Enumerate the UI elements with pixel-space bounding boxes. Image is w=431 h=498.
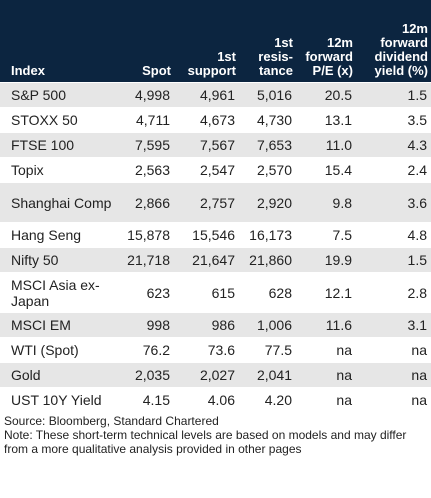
cell-spot: 623 xyxy=(121,272,174,313)
cell-first-support: 2,547 xyxy=(174,157,239,183)
table-footer: Source: Bloomberg, Standard Chartered No… xyxy=(0,412,431,456)
cell-spot: 998 xyxy=(121,312,174,338)
cell-first-support: 2,757 xyxy=(174,182,239,223)
cell-first-resistance: 16,173 xyxy=(239,222,296,248)
cell-forward-pe: 19.9 xyxy=(296,247,356,273)
cell-forward-dividend-yield: 2.4 xyxy=(356,157,431,183)
cell-index: FTSE 100 xyxy=(0,132,121,158)
cell-forward-pe: na xyxy=(296,387,356,412)
table-body: S&P 500 4,998 4,961 5,016 20.5 1.5 STOXX 50 4,7… xyxy=(0,82,431,412)
cell-index: UST 10Y Yield xyxy=(0,387,121,412)
table-row: Nifty 50 21,718 21,647 21,860 19.9 1.5 xyxy=(0,247,431,273)
cell-first-support: 73.6 xyxy=(174,337,239,363)
market-levels-table: Index Spot 1st support 1st resis-tance 1… xyxy=(0,0,431,412)
header-index: Index xyxy=(11,63,45,78)
cell-first-resistance: 77.5 xyxy=(239,337,296,363)
cell-spot: 2,563 xyxy=(121,157,174,183)
cell-first-support: 21,647 xyxy=(174,247,239,273)
cell-index: Gold xyxy=(0,362,121,388)
header-forward-pe: 12m forward P/E (x) xyxy=(305,35,353,78)
cell-first-support: 615 xyxy=(174,272,239,313)
cell-forward-pe: 12.1 xyxy=(296,272,356,313)
cell-index: WTI (Spot) xyxy=(0,337,121,363)
cell-forward-pe: na xyxy=(296,362,356,388)
cell-spot: 2,866 xyxy=(121,182,174,223)
cell-first-resistance: 7,653 xyxy=(239,132,296,158)
cell-forward-dividend-yield: na xyxy=(356,387,431,412)
table-row: MSCI EM 998 986 1,006 11.6 3.1 xyxy=(0,312,431,338)
table-row: Gold 2,035 2,027 2,041 na na xyxy=(0,362,431,388)
cell-first-resistance: 2,570 xyxy=(239,157,296,183)
cell-forward-pe: 15.4 xyxy=(296,157,356,183)
table-header-row: Index Spot 1st support 1st resis-tance 1… xyxy=(0,0,431,83)
cell-forward-dividend-yield: 3.5 xyxy=(356,107,431,133)
table-row: Hang Seng 15,878 15,546 16,173 7.5 4.8 xyxy=(0,222,431,248)
cell-first-resistance: 21,860 xyxy=(239,247,296,273)
cell-forward-pe: 11.6 xyxy=(296,312,356,338)
cell-index: Nifty 50 xyxy=(0,247,121,273)
table-row: Topix 2,563 2,547 2,570 15.4 2.4 xyxy=(0,157,431,183)
cell-spot: 2,035 xyxy=(121,362,174,388)
cell-spot: 15,878 xyxy=(121,222,174,248)
cell-first-support: 7,567 xyxy=(174,132,239,158)
cell-first-support: 15,546 xyxy=(174,222,239,248)
cell-index: Shanghai Comp xyxy=(0,182,121,223)
cell-first-resistance: 4.20 xyxy=(239,387,296,412)
cell-index: Topix xyxy=(0,157,121,183)
cell-index: MSCI EM xyxy=(0,312,121,338)
cell-forward-pe: na xyxy=(296,337,356,363)
cell-forward-pe: 11.0 xyxy=(296,132,356,158)
cell-forward-dividend-yield: 3.1 xyxy=(356,312,431,338)
cell-first-support: 2,027 xyxy=(174,362,239,388)
cell-forward-dividend-yield: 2.8 xyxy=(356,272,431,313)
cell-first-resistance: 1,006 xyxy=(239,312,296,338)
header-first-support: 1st support xyxy=(187,49,236,78)
cell-forward-pe: 13.1 xyxy=(296,107,356,133)
cell-forward-dividend-yield: 1.5 xyxy=(356,82,431,108)
cell-first-resistance: 2,041 xyxy=(239,362,296,388)
disclaimer-note: Note: These short-term technical levels … xyxy=(4,428,407,456)
header-first-resistance: 1st resis-tance xyxy=(258,35,293,78)
cell-forward-dividend-yield: na xyxy=(356,337,431,363)
market-levels-panel: Index Spot 1st support 1st resis-tance 1… xyxy=(0,0,431,456)
cell-forward-dividend-yield: 3.6 xyxy=(356,182,431,223)
table-row: FTSE 100 7,595 7,567 7,653 11.0 4.3 xyxy=(0,132,431,158)
cell-spot: 4,711 xyxy=(121,107,174,133)
cell-spot: 76.2 xyxy=(121,337,174,363)
cell-forward-pe: 9.8 xyxy=(296,182,356,223)
cell-spot: 21,718 xyxy=(121,247,174,273)
cell-first-resistance: 5,016 xyxy=(239,82,296,108)
cell-first-support: 4,673 xyxy=(174,107,239,133)
cell-first-resistance: 4,730 xyxy=(239,107,296,133)
cell-first-resistance: 2,920 xyxy=(239,182,296,223)
table-row: S&P 500 4,998 4,961 5,016 20.5 1.5 xyxy=(0,82,431,108)
cell-first-resistance: 628 xyxy=(239,272,296,313)
cell-forward-pe: 20.5 xyxy=(296,82,356,108)
cell-forward-dividend-yield: 1.5 xyxy=(356,247,431,273)
cell-spot: 4,998 xyxy=(121,82,174,108)
table-row: STOXX 50 4,711 4,673 4,730 13.1 3.5 xyxy=(0,107,431,133)
table-row: UST 10Y Yield 4.15 4.06 4.20 na na xyxy=(0,387,431,412)
cell-spot: 7,595 xyxy=(121,132,174,158)
cell-first-support: 986 xyxy=(174,312,239,338)
table-row: MSCI Asia ex-Japan 623 615 628 12.1 2.8 xyxy=(0,272,431,313)
cell-forward-dividend-yield: 4.8 xyxy=(356,222,431,248)
cell-first-support: 4.06 xyxy=(174,387,239,412)
cell-first-support: 4,961 xyxy=(174,82,239,108)
cell-index: STOXX 50 xyxy=(0,107,121,133)
cell-forward-dividend-yield: na xyxy=(356,362,431,388)
table-row: Shanghai Comp 2,866 2,757 2,920 9.8 3.6 xyxy=(0,182,431,223)
source-note: Source: Bloomberg, Standard Chartered xyxy=(4,414,219,428)
cell-index: S&P 500 xyxy=(0,82,121,108)
cell-index: Hang Seng xyxy=(0,222,121,248)
cell-spot: 4.15 xyxy=(121,387,174,412)
cell-forward-pe: 7.5 xyxy=(296,222,356,248)
header-spot: Spot xyxy=(142,63,171,78)
cell-forward-dividend-yield: 4.3 xyxy=(356,132,431,158)
table-row: WTI (Spot) 76.2 73.6 77.5 na na xyxy=(0,337,431,363)
header-forward-dividend-yield: 12m forward dividend yield (%) xyxy=(374,21,428,78)
cell-index: MSCI Asia ex-Japan xyxy=(0,272,121,313)
